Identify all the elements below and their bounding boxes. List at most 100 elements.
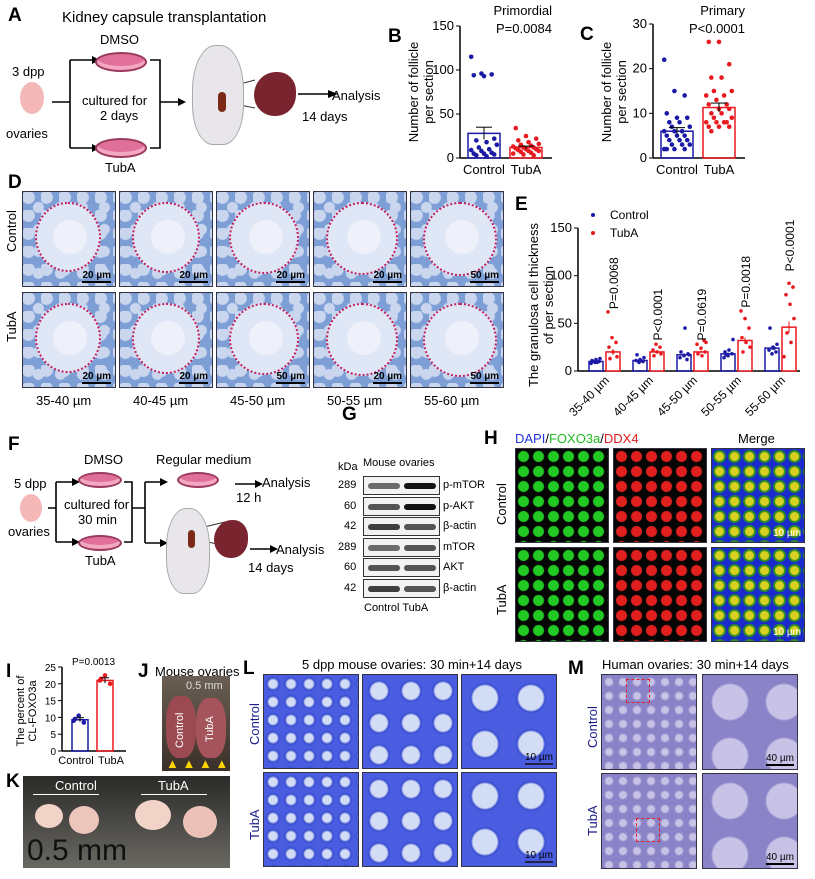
data-point bbox=[672, 128, 677, 134]
age-label: 5 dpp bbox=[14, 476, 47, 491]
data-point bbox=[696, 352, 700, 356]
data-point bbox=[719, 111, 724, 116]
group-label-control: Control bbox=[55, 778, 97, 793]
data-point bbox=[484, 153, 489, 159]
data-point bbox=[716, 124, 722, 130]
kidney-icon bbox=[214, 520, 248, 558]
protein-label: β-actin bbox=[443, 520, 477, 532]
protein-label: p-mTOR bbox=[443, 479, 485, 491]
chart-b: 0 50 100 150 Control TubA Primordial P=0.0084 Nu… bbox=[406, 3, 552, 177]
ovary-label-tuba: TubA bbox=[204, 716, 216, 742]
dmso-label: DMSO bbox=[84, 452, 123, 467]
follicle-micrograph: 20 µm bbox=[119, 191, 213, 287]
group-label-tuba: TubA bbox=[158, 778, 189, 793]
data-point bbox=[792, 316, 796, 321]
mouse-ovary-micrograph bbox=[362, 772, 458, 867]
y-tick-label: 10 bbox=[45, 713, 57, 724]
ovary-label-control: Control bbox=[174, 712, 186, 748]
data-point bbox=[598, 356, 602, 361]
regular-dish-icon bbox=[177, 472, 219, 488]
data-point bbox=[709, 75, 714, 80]
legend-label: TubA bbox=[610, 226, 638, 240]
data-point bbox=[474, 153, 479, 158]
follicle-micrograph: 50 µm bbox=[410, 292, 504, 388]
arrow-icons: ▲ ▲ ▲ ▲ bbox=[166, 756, 229, 771]
data-point bbox=[727, 348, 731, 352]
y-axis-label: Number of follicleper section bbox=[406, 42, 436, 142]
panel-m-title: Human ovaries: 30 min+14 days bbox=[602, 657, 789, 672]
flow-arrows bbox=[52, 56, 338, 152]
panel-k-photo: Control TubA 0.5 mm bbox=[23, 776, 230, 868]
panel-label-i: I bbox=[6, 661, 12, 682]
fluorescence-image bbox=[613, 448, 707, 543]
data-point bbox=[81, 720, 87, 725]
data-point bbox=[491, 136, 497, 141]
data-point bbox=[654, 342, 658, 347]
data-point bbox=[724, 119, 729, 125]
pup-icon bbox=[20, 82, 44, 114]
fluorescence-image bbox=[613, 547, 707, 642]
data-point bbox=[723, 350, 727, 354]
analysis-label: Analysis bbox=[332, 88, 381, 103]
y-axis-label-line: The granulosa cell thickness bbox=[526, 222, 541, 387]
y-tick-label: 0 bbox=[447, 150, 454, 165]
bar bbox=[96, 679, 114, 752]
follicle-micrograph: 20 µm bbox=[119, 292, 213, 388]
data-point bbox=[607, 345, 611, 349]
p-value-annotation: P=0.0084 bbox=[496, 21, 552, 36]
p-value-annotation: P=0.0018 bbox=[739, 256, 753, 308]
scale-bar: 50 µm bbox=[470, 371, 499, 384]
data-point bbox=[614, 340, 618, 345]
size-range-label: 50-55 µm bbox=[327, 393, 383, 408]
data-point bbox=[706, 39, 712, 45]
row-label-control: Control bbox=[585, 706, 600, 748]
analysis-label: Analysis bbox=[276, 542, 325, 557]
data-point bbox=[606, 310, 610, 314]
data-point bbox=[536, 141, 542, 147]
data-point bbox=[706, 102, 712, 107]
data-point bbox=[526, 139, 531, 145]
data-point bbox=[107, 681, 113, 687]
mouse-icon bbox=[166, 508, 210, 594]
y-tick-label: 150 bbox=[432, 18, 454, 33]
blot-row bbox=[363, 496, 440, 516]
data-point bbox=[722, 355, 726, 360]
data-point bbox=[789, 340, 793, 345]
data-point bbox=[533, 136, 539, 141]
panel-label-l: L bbox=[243, 658, 255, 679]
data-point bbox=[714, 97, 719, 103]
panel-label-e: E bbox=[515, 194, 528, 215]
scale-bar: 20 µm bbox=[82, 371, 111, 384]
data-point bbox=[714, 119, 719, 125]
protein-label: mTOR bbox=[443, 540, 476, 553]
row-label-tuba: TubA bbox=[585, 805, 600, 836]
fluorescence-image: 10 µm bbox=[711, 448, 805, 543]
scale-bar: 50 µm bbox=[276, 371, 305, 384]
human-ovary-micrograph: 40 µm bbox=[702, 773, 798, 869]
culture-label: cultured for bbox=[64, 497, 130, 512]
dmso-label: DMSO bbox=[100, 32, 139, 47]
data-point bbox=[704, 340, 708, 345]
x-tick-label: TubA bbox=[704, 162, 735, 177]
x-tick-label: 50-55 µm bbox=[698, 373, 744, 419]
data-point bbox=[468, 54, 474, 60]
tuba-dish-icon bbox=[95, 138, 147, 158]
data-point bbox=[679, 350, 683, 354]
follicle-micrograph: 20 µm bbox=[22, 191, 116, 287]
y-tick-label: 15 bbox=[45, 697, 57, 708]
data-point bbox=[682, 133, 687, 138]
kda-label: kDa bbox=[338, 461, 358, 473]
x-tick-label: 35-40 µm bbox=[566, 373, 612, 419]
data-point bbox=[608, 356, 612, 361]
data-point bbox=[682, 146, 687, 152]
blot-row bbox=[363, 537, 440, 557]
panel-label-g: G bbox=[342, 404, 357, 425]
y-axis-label: The granulosa cell thicknessof per secti… bbox=[526, 222, 556, 387]
data-point bbox=[703, 119, 709, 125]
y-tick-label: 50 bbox=[558, 315, 572, 330]
fluorescence-image bbox=[515, 547, 609, 642]
panel-label-a: A bbox=[8, 5, 22, 26]
y-axis-label-line: per section bbox=[614, 60, 629, 124]
data-point bbox=[700, 353, 704, 358]
bar bbox=[781, 326, 797, 372]
